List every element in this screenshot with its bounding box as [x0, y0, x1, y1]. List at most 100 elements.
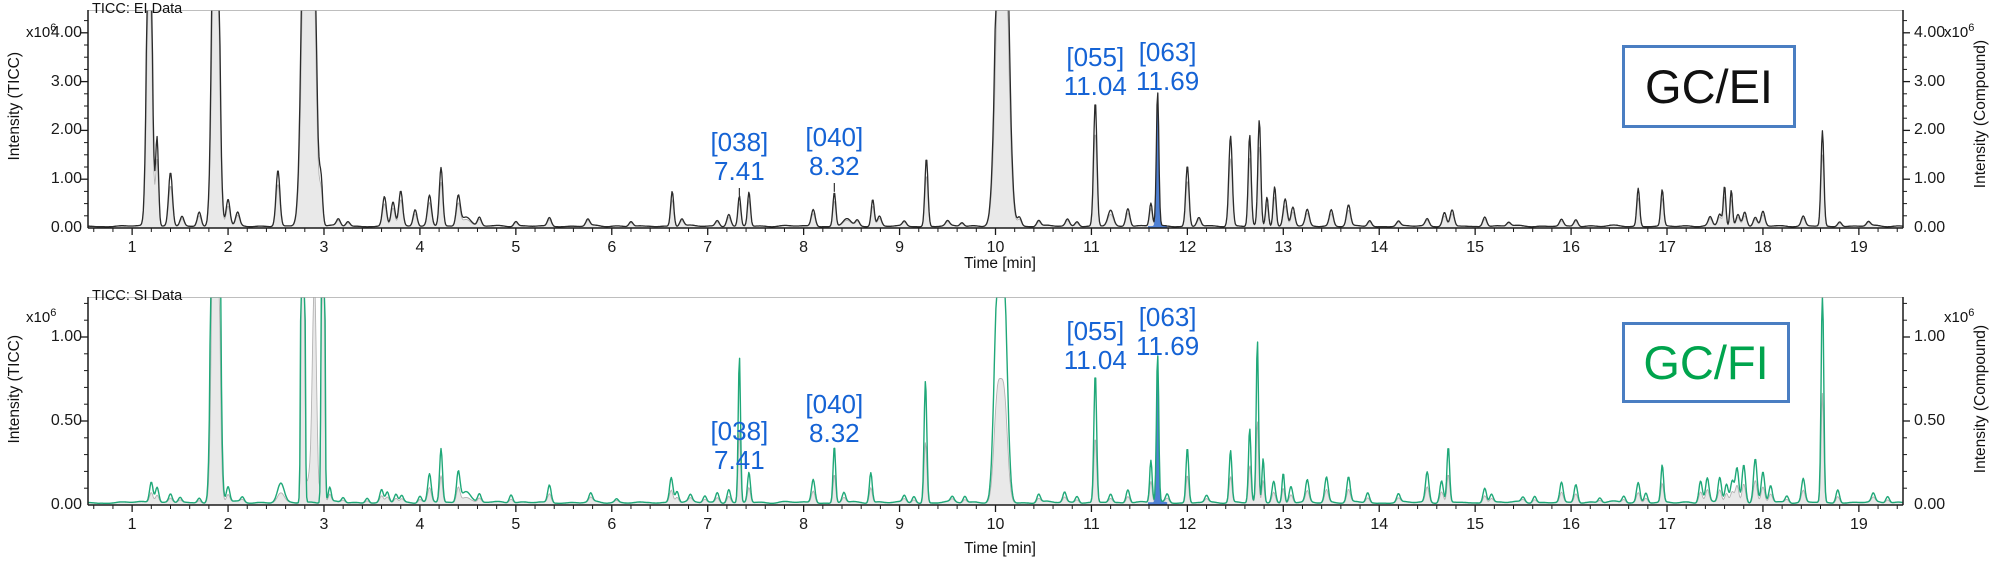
annotation-retention-time: 11.04	[1063, 71, 1127, 101]
scale-mantissa: x10	[1944, 24, 1969, 41]
annotation-compound-id: [063]	[1138, 37, 1197, 67]
scale-exponent: 6	[1968, 307, 1975, 319]
scale-mantissa: x10	[1944, 309, 1969, 326]
highlighted-peak-si	[1148, 353, 1168, 505]
x-tick-label-si-5: 5	[511, 516, 521, 533]
x-tick-label-si-11: 11	[1083, 516, 1100, 533]
annotation-compound-id: [055]	[1066, 42, 1125, 72]
y-scale-label-ei-left: x106	[26, 22, 56, 41]
x-tick-label-ei-2: 2	[223, 239, 233, 256]
x-tick-label-ei-10: 10	[986, 239, 1005, 256]
annotation-compound-id: [038]	[710, 416, 769, 446]
y-tick-label-si-1.00: 1.00	[50, 328, 82, 345]
x-tick-label-si-14: 14	[1370, 516, 1389, 533]
x-tick-label-si-10: 10	[986, 516, 1005, 533]
x-tick-label-ei-13: 13	[1274, 239, 1293, 256]
scale-exponent: 6	[50, 22, 57, 34]
x-tick-label-ei-15: 15	[1466, 239, 1485, 256]
x-tick-label-ei-3: 3	[319, 239, 329, 256]
x-tick-label-ei-11: 11	[1083, 239, 1100, 256]
y-tick-label-ei-1.00: 1.00	[1914, 170, 1946, 188]
x-tick-label-ei-7: 7	[703, 239, 713, 256]
y-tick-label-si-0.00: 0.00	[50, 496, 82, 513]
x-tick-label-ei-6: 6	[607, 239, 617, 256]
x-tick-label-si-9: 9	[895, 516, 905, 533]
y-tick-label-si-0.00: 0.00	[1914, 496, 1946, 513]
annotation-compound-id: [040]	[805, 122, 864, 152]
y-tick-label-si-0.50: 0.50	[1914, 412, 1946, 429]
scale-exponent: 6	[50, 307, 57, 319]
scale-mantissa: x10	[26, 309, 51, 326]
x-tick-label-ei-18: 18	[1754, 239, 1772, 256]
x-tick-label-si-18: 18	[1754, 516, 1772, 533]
x-tick-label-ei-12: 12	[1178, 239, 1197, 256]
x-tick-label-si-17: 17	[1658, 516, 1676, 533]
gc-ei-badge: GC/EI	[1622, 45, 1796, 128]
annotation-retention-time: 7.41	[714, 156, 765, 186]
y-axis-label-ei-right: Intensity (Compound)	[1972, 40, 1989, 189]
x-axis-label-ei: Time [min]	[964, 255, 1036, 272]
y-scale-label-si-right: x106	[1944, 307, 1974, 326]
peak-annotation-ei-11.04: [055] 11.04	[1029, 43, 1161, 101]
y-axis-label-ei-left: Intensity (TICC)	[6, 52, 23, 161]
annotation-retention-time: 11.69	[1136, 331, 1200, 361]
y-scale-label-ei-right: x106	[1944, 22, 1974, 41]
peak-annotation-si-11.69: [063] 11.69	[1102, 303, 1234, 361]
x-tick-label-ei-8: 8	[799, 239, 809, 256]
y-axis-label-si-right: Intensity (Compound)	[1972, 325, 1989, 474]
x-tick-label-si-2: 2	[223, 516, 233, 533]
x-tick-label-ei-4: 4	[415, 239, 425, 256]
y-tick-label-ei-4.00: 4.00	[1914, 23, 1946, 41]
x-axis-label-si: Time [min]	[964, 540, 1036, 557]
y-tick-label-ei-1.00: 1.00	[50, 170, 82, 188]
x-tick-label-ei-17: 17	[1658, 239, 1676, 256]
scale-exponent: 6	[1968, 22, 1975, 34]
x-tick-label-si-12: 12	[1178, 516, 1197, 533]
y-tick-label-ei-2.00: 2.00	[1914, 121, 1946, 139]
x-tick-label-si-6: 6	[607, 516, 617, 533]
peak-annotation-si-11.04: [055] 11.04	[1029, 317, 1161, 375]
highlighted-peak-ei	[1148, 91, 1168, 229]
peak-annotation-ei-7.41: [038] 7.41	[673, 128, 805, 186]
y-tick-label-ei-3.00: 3.00	[1914, 72, 1946, 90]
x-tick-label-ei-19: 19	[1849, 239, 1868, 256]
annotation-retention-time: 11.69	[1136, 66, 1200, 96]
y-scale-label-si-left: x106	[26, 307, 56, 326]
y-tick-label-ei-2.00: 2.00	[50, 121, 82, 139]
x-tick-label-ei-14: 14	[1370, 239, 1389, 256]
annotation-retention-time: 11.04	[1063, 345, 1127, 375]
annotation-retention-time: 8.32	[809, 418, 860, 448]
y-tick-label-ei-4.00: 4.00	[50, 23, 82, 41]
x-tick-label-si-4: 4	[415, 516, 425, 533]
y-tick-label-si-0.50: 0.50	[50, 412, 82, 429]
annotation-retention-time: 8.32	[809, 151, 860, 181]
annotation-compound-id: [063]	[1138, 302, 1197, 332]
x-tick-label-ei-9: 9	[895, 239, 905, 256]
plot-title-si: TICC: SI Data	[92, 288, 183, 304]
y-tick-label-ei-0.00: 0.00	[50, 219, 82, 236]
x-tick-label-ei-5: 5	[511, 239, 521, 256]
x-tick-label-ei-16: 16	[1562, 239, 1580, 256]
annotation-compound-id: [038]	[710, 127, 769, 157]
y-axis-label-si-left: Intensity (TICC)	[6, 335, 23, 444]
peak-annotation-ei-8.32: [040] 8.32	[768, 123, 900, 181]
x-tick-label-si-16: 16	[1562, 516, 1580, 533]
y-tick-label-ei-3.00: 3.00	[50, 72, 82, 90]
x-tick-label-si-8: 8	[799, 516, 809, 533]
x-tick-label-si-13: 13	[1274, 516, 1293, 533]
annotation-compound-id: [040]	[805, 389, 864, 419]
x-tick-label-si-7: 7	[703, 516, 713, 533]
annotation-retention-time: 7.41	[714, 445, 765, 475]
scale-mantissa: x10	[26, 24, 51, 41]
x-tick-label-si-3: 3	[319, 516, 329, 533]
peak-annotation-ei-11.69: [063] 11.69	[1102, 38, 1234, 96]
plot-title-ei: TICC: EI Data	[92, 1, 183, 17]
x-tick-label-si-15: 15	[1466, 516, 1485, 533]
x-tick-label-si-1: 1	[127, 516, 137, 533]
x-tick-label-ei-1: 1	[127, 239, 137, 256]
peak-annotation-si-8.32: [040] 8.32	[768, 390, 900, 448]
x-tick-label-si-19: 19	[1849, 516, 1868, 533]
y-tick-label-ei-0.00: 0.00	[1914, 219, 1946, 236]
y-tick-label-si-1.00: 1.00	[1914, 328, 1946, 345]
